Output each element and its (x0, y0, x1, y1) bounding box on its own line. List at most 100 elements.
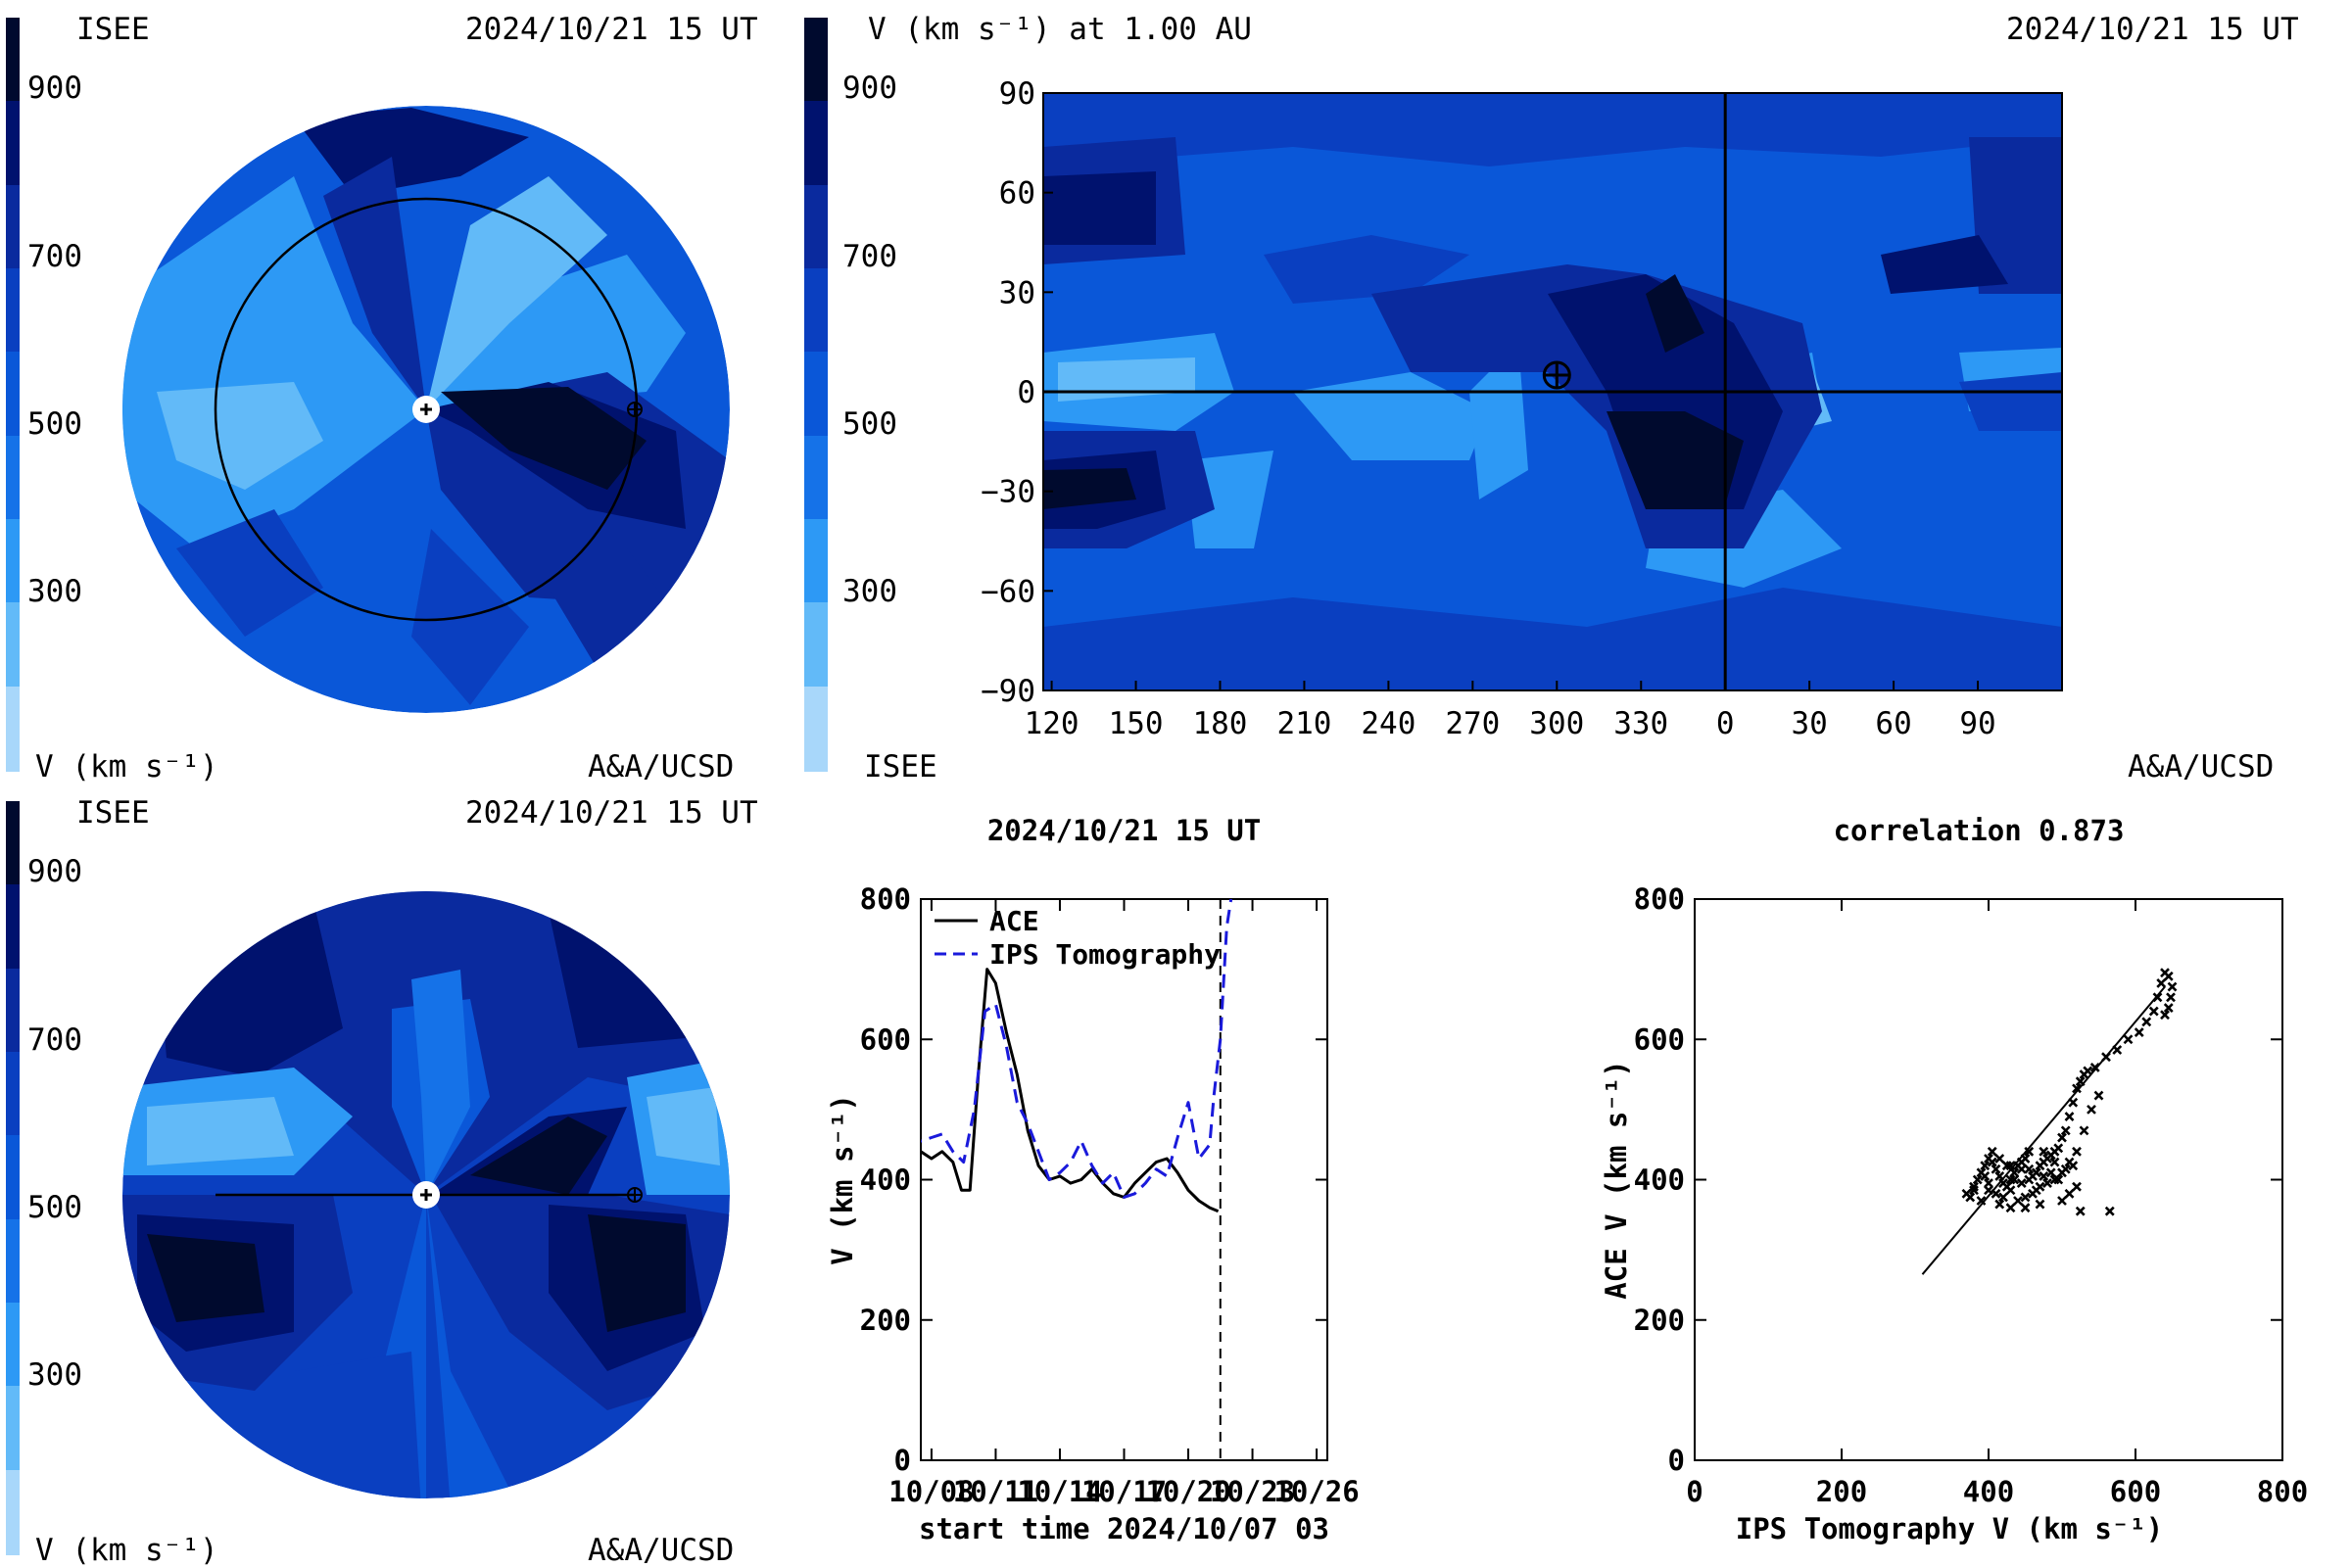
scatter-point (2072, 1146, 2082, 1157)
org-label: ISEE (76, 12, 150, 47)
scatter-point (2057, 1132, 2067, 1143)
colorbar-tick-300: 300 (27, 574, 82, 609)
polar-map-top: ISEE 2024/10/21 15 UT 900 700 500 300 V … (0, 0, 803, 784)
legend-label: ACE (989, 905, 1039, 937)
scatter-point (2072, 1083, 2082, 1094)
scatter-point (1980, 1161, 1991, 1171)
colorbar-segment (804, 602, 828, 689)
colorbar-segment (804, 435, 828, 521)
y-tick-label: 30 (999, 275, 1035, 310)
colorbar-segment (6, 1218, 20, 1305)
scatter-point (2072, 1181, 2082, 1192)
y-tick-label: 200 (1634, 1304, 1685, 1337)
colorbar (6, 801, 20, 1555)
x-tick-label: 10/26 (1273, 1475, 1359, 1508)
y-tick-label: 400 (860, 1164, 911, 1197)
colorbar-segment (6, 1052, 20, 1137)
colorbar-tick-500: 500 (27, 1190, 82, 1225)
correlation-scatter-plot: correlation 0.873 0 200 400 600 800 0 200 400 600… (1600, 814, 2308, 1545)
colorbar-segment (6, 602, 20, 689)
x-tick-label: 10/08 (888, 1475, 974, 1508)
y-tick-label: −60 (981, 574, 1035, 609)
scatter-point (2148, 1006, 2159, 1017)
colorbar-segment (6, 1303, 20, 1388)
x-tick-label: 10/14 (1017, 1475, 1102, 1508)
scatter-point (1994, 1154, 2005, 1164)
scatter-point (1984, 1185, 1993, 1196)
colorbar (804, 18, 828, 772)
scatter-point (2068, 1097, 2079, 1108)
colorbar-segment (804, 268, 828, 354)
colorbar-segment (6, 101, 20, 187)
polar-map-bottom: ISEE 2024/10/21 15 UT 900 700 500 300 V … (0, 784, 803, 1568)
scatter-point (1991, 1188, 2001, 1199)
x-tick-label: 120 (1025, 706, 1080, 741)
scatter-point (2020, 1192, 2031, 1203)
y-axis-label: V (km s⁻¹) (826, 1094, 859, 1265)
scatter-point (2163, 971, 2174, 981)
scatter-point (2093, 1090, 2104, 1101)
scatter-point (2156, 978, 2167, 988)
colorbar-tick-900: 900 (27, 854, 82, 889)
scatter-point (2064, 1188, 2075, 1199)
colorbar-tick-700: 700 (27, 1022, 82, 1058)
colorbar-tick-500: 500 (27, 406, 82, 442)
colorbar-segment (6, 801, 20, 886)
colorbar-segment (6, 352, 20, 438)
x-tick-label: 180 (1192, 706, 1247, 741)
y-tick-label: 0 (1668, 1444, 1685, 1477)
scatter-point (2083, 1066, 2093, 1076)
scatter-point (2075, 1076, 2086, 1087)
scatter-point (2166, 992, 2176, 1003)
scatter-point (2020, 1203, 2031, 1213)
x-tick-label: 30 (1791, 706, 1827, 741)
scatter-point (2016, 1178, 2027, 1189)
colorbar-segment (804, 101, 828, 187)
scatter-point (2123, 1034, 2134, 1045)
x-tick-label: 600 (2110, 1475, 2161, 1508)
x-tick-label: 330 (1613, 706, 1668, 741)
org-label: ISEE (864, 749, 937, 784)
scatter-point (2024, 1146, 2035, 1157)
scatter-point (2045, 1167, 2056, 1178)
y-tick-label: 90 (999, 76, 1035, 112)
fit-line (1921, 985, 2166, 1275)
scatter-point (1980, 1170, 1991, 1181)
scatter-point (2053, 1174, 2064, 1185)
scatter-point (2057, 1196, 2067, 1206)
y-tick-label: 60 (999, 176, 1035, 212)
scatter-point (2005, 1203, 2016, 1213)
colorbar-segment (6, 184, 20, 270)
colorbar-tick-700: 700 (27, 239, 82, 274)
scatter-point (2031, 1167, 2041, 1178)
y-tick-label: 800 (1634, 882, 1685, 916)
datetime-label: 2024/10/21 15 UT (465, 12, 758, 47)
x-tick-label: 10/11 (953, 1475, 1038, 1508)
colorbar-unit-label: V (km s⁻¹) (35, 1533, 218, 1568)
colorbar-segment (6, 968, 20, 1054)
scatter-point (2020, 1154, 2031, 1164)
polar-map-bottom-graphic (122, 891, 730, 1498)
scatter-point (2005, 1161, 2016, 1171)
x-tick-label: 800 (2257, 1475, 2308, 1508)
scatter-point (2089, 1062, 2100, 1072)
scatter-point (2042, 1178, 2052, 1189)
polar-map-top-graphic (122, 106, 730, 713)
colorbar-unit-label: V (km s⁻¹) (35, 749, 218, 784)
colorbar-segment (804, 18, 828, 103)
colorbar-segment (6, 435, 20, 521)
y-tick-label: −30 (981, 475, 1035, 510)
scatter-point (1994, 1170, 2005, 1181)
earth-crosshair (1544, 362, 1570, 389)
scatter-point (2024, 1164, 2035, 1174)
time-series-chart: 2024/10/21 15 UT 10/08 10/11 10/14 10/17 10/2… (803, 784, 1577, 1567)
colorbar-tick-900: 900 (27, 71, 82, 106)
scatter-point (2035, 1199, 2045, 1210)
scatter-point (2060, 1164, 2071, 1174)
y-tick-label: 0 (894, 1444, 911, 1477)
scatter-point (1969, 1185, 1979, 1196)
y-tick-label: 600 (860, 1022, 911, 1056)
colorbar-segment (6, 884, 20, 971)
scatter-point (2152, 992, 2163, 1003)
colorbar-segment (6, 1135, 20, 1221)
